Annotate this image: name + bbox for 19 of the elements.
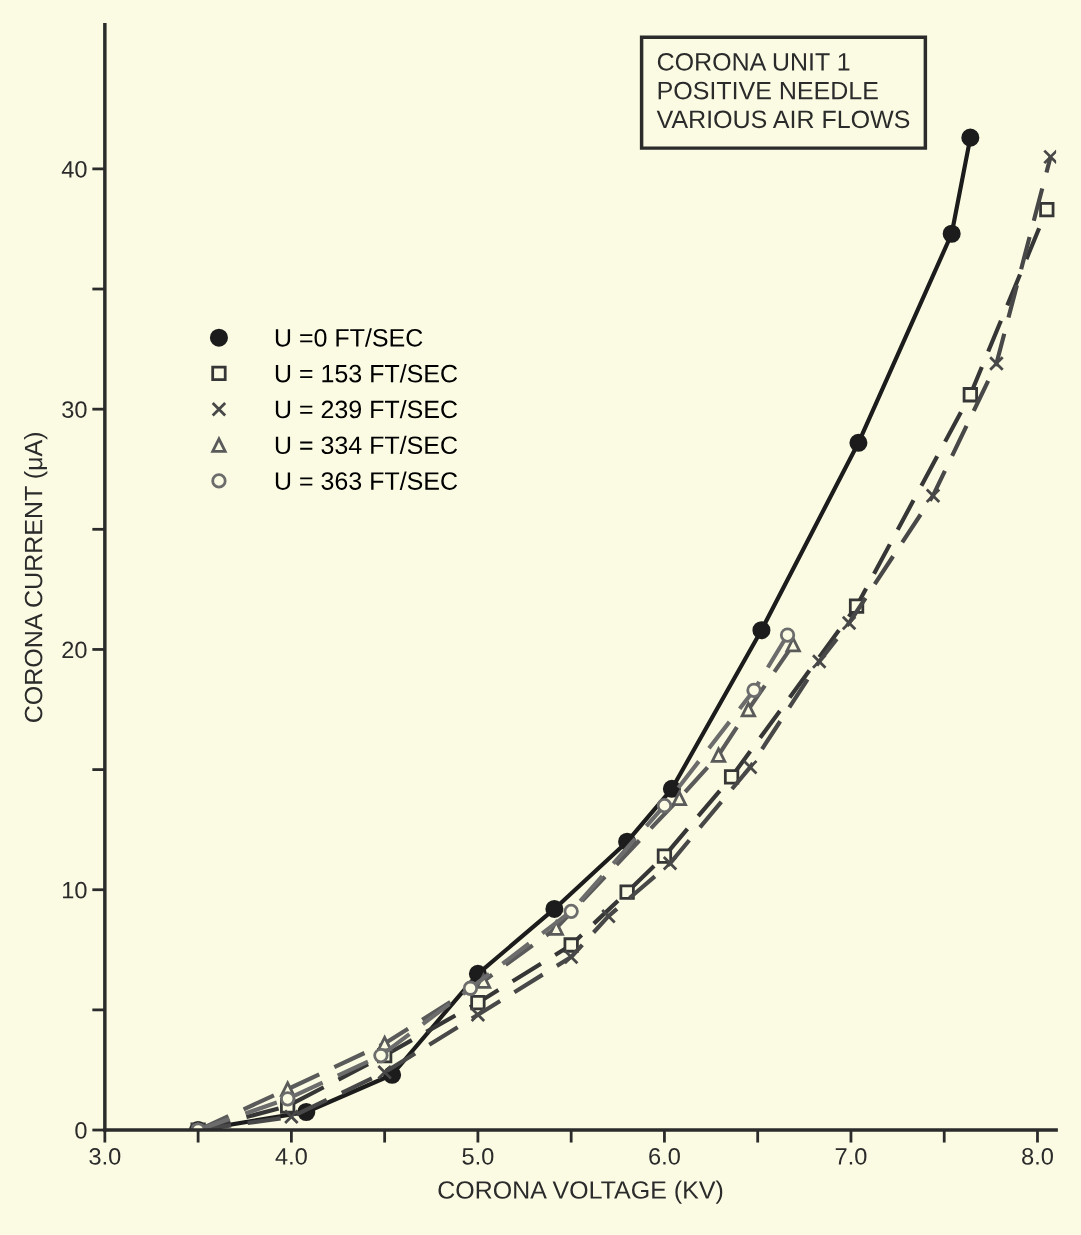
legend-label: U =0 FT/SEC	[275, 328, 423, 347]
y-axis-title: CORONA CURRENT (μA)	[24, 433, 48, 722]
x-tick-label: 7.0	[835, 1148, 867, 1165]
legend-label: U = 334 FT/SEC	[275, 435, 458, 455]
x-tick-label: 6.0	[649, 1148, 680, 1165]
legend-label: U = 239 FT/SEC	[275, 399, 458, 419]
x-tick-label: 4.0	[275, 1148, 307, 1165]
text: CORONA UNIT 1 POSITIVE NEEDLE VARIOUS AIR FLOWS	[656, 52, 910, 129]
y-tick-label: 10	[63, 881, 87, 899]
x-tick-label: 3.0	[89, 1148, 121, 1165]
y-tick-label: 30	[62, 401, 87, 418]
legend-label: U = 363 FT/SEC	[275, 471, 458, 490]
y-tick-label: 40	[61, 160, 87, 178]
legend-label: U = 153 FT/SEC	[275, 364, 458, 383]
x-tick-label: 8.0	[1022, 1148, 1053, 1165]
x-tick-label: 5.0	[462, 1148, 494, 1165]
y-tick-label: 20	[62, 641, 87, 659]
x-axis-title: CORONA VOLTAGE (KV)	[438, 1180, 723, 1204]
y-tick-label: 0	[75, 1122, 87, 1139]
